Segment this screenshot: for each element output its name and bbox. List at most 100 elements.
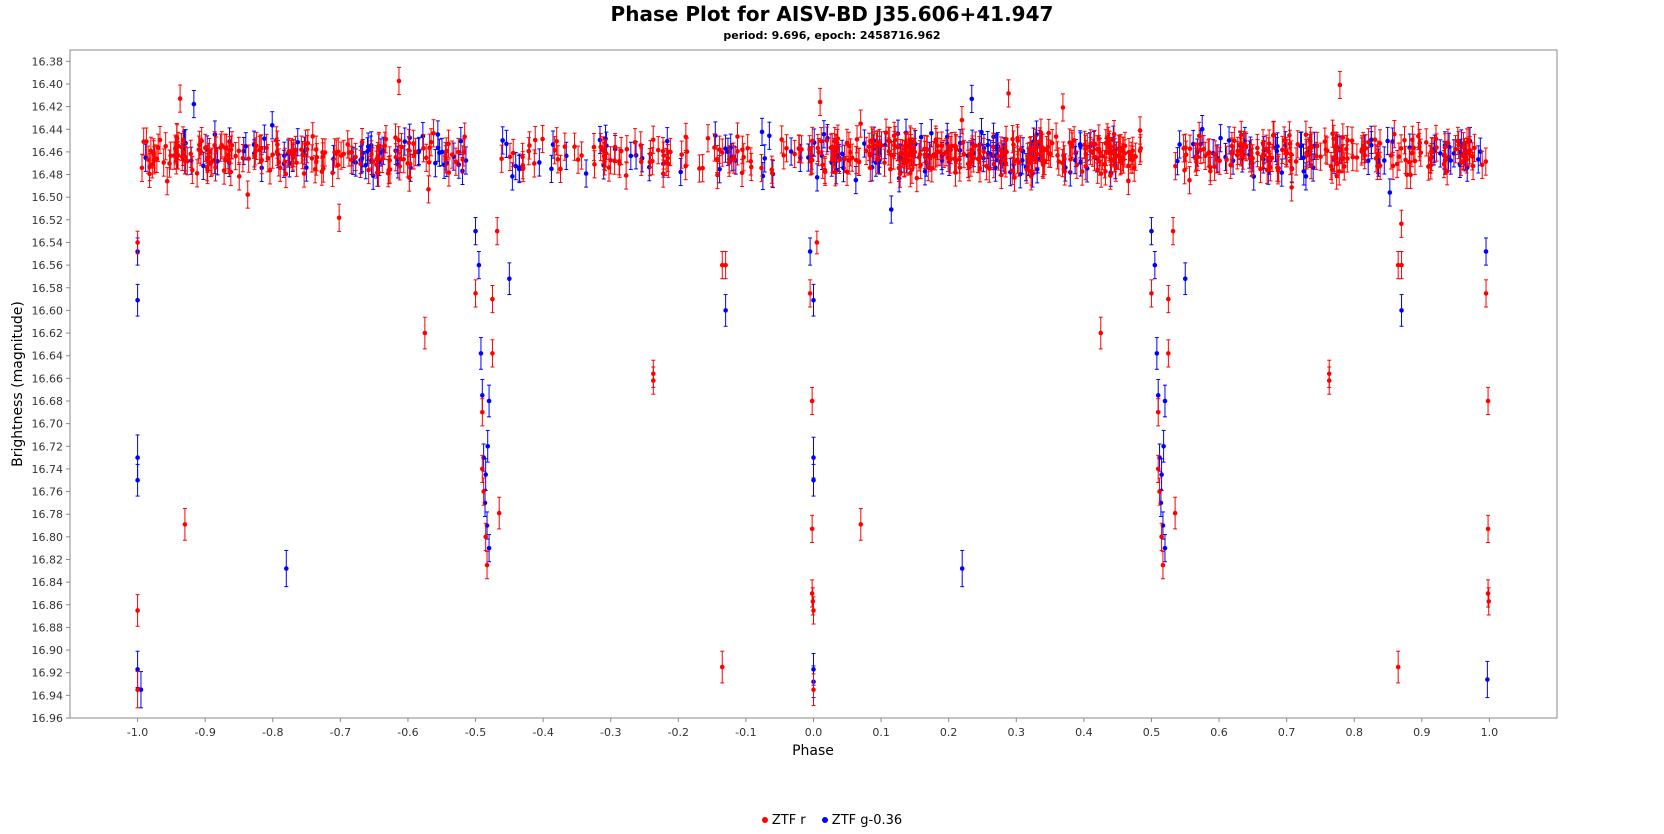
data-point [376, 143, 382, 149]
data-point [313, 147, 319, 152]
y-tick-label: 16.56 [32, 259, 64, 272]
data-point [426, 187, 431, 192]
data-point [301, 171, 307, 176]
data-point [399, 144, 404, 150]
data-point [853, 177, 859, 183]
data-point [1269, 155, 1275, 161]
data-point [1318, 154, 1323, 160]
data-point [257, 147, 262, 153]
data-point [1385, 138, 1390, 144]
data-point [164, 178, 170, 184]
data-point [1280, 147, 1285, 153]
data-point [712, 145, 717, 150]
data-point [202, 145, 208, 151]
x-tick-label: 0.2 [940, 726, 958, 739]
data-point [294, 160, 299, 166]
data-point [1381, 158, 1387, 163]
data-point [374, 162, 379, 167]
data-point [1448, 158, 1454, 163]
data-point [848, 150, 853, 155]
data-point [1229, 151, 1235, 156]
data-point [1016, 160, 1022, 165]
data-point [1334, 173, 1339, 178]
data-point [606, 165, 612, 170]
data-point [723, 308, 728, 313]
data-point [168, 153, 173, 158]
data-point [1308, 143, 1314, 149]
data-point [1423, 140, 1429, 145]
data-point [816, 149, 821, 155]
data-point [1345, 156, 1350, 161]
data-point [449, 152, 455, 157]
data-point [837, 157, 842, 163]
data-point [1162, 545, 1168, 551]
data-point [961, 151, 967, 157]
data-point [513, 163, 519, 169]
data-point [1006, 91, 1011, 96]
data-point [1485, 398, 1491, 404]
data-point [632, 139, 638, 145]
data-point [1418, 150, 1424, 155]
data-point [1010, 136, 1015, 142]
data-point [1332, 155, 1337, 160]
y-tick-label: 16.80 [32, 531, 64, 544]
data-point [1455, 138, 1461, 144]
data-point [507, 276, 512, 282]
data-point [460, 157, 465, 162]
y-tick-label: 16.94 [32, 689, 64, 702]
data-point [537, 160, 542, 165]
y-tick-label: 16.50 [32, 191, 64, 204]
data-point [1094, 147, 1100, 152]
data-point [602, 154, 608, 160]
data-point [1336, 169, 1342, 174]
y-tick-label: 16.96 [32, 712, 64, 725]
data-point [1390, 163, 1396, 169]
data-point [552, 147, 557, 153]
data-point [433, 160, 438, 166]
data-point [911, 140, 917, 145]
x-tick-label: -0.6 [397, 726, 418, 739]
data-point [1102, 161, 1107, 167]
data-point [1453, 146, 1458, 152]
data-point [1293, 159, 1299, 164]
data-point [413, 149, 418, 155]
legend-marker-blue [821, 817, 828, 823]
data-point [814, 240, 820, 245]
x-tick-label: 0.5 [1143, 726, 1161, 739]
data-point [229, 142, 235, 148]
data-point [981, 149, 987, 155]
data-point [207, 149, 212, 155]
data-point [1077, 142, 1083, 147]
data-point [1011, 142, 1016, 147]
data-point [446, 170, 452, 175]
data-point [264, 145, 269, 151]
data-point [1470, 163, 1476, 169]
data-point [1408, 172, 1413, 178]
data-point [148, 148, 154, 154]
data-point [979, 129, 984, 135]
y-tick-label: 16.62 [32, 327, 64, 340]
data-point [558, 166, 563, 172]
data-point [275, 142, 280, 147]
data-point [583, 171, 589, 176]
data-point [978, 154, 983, 160]
data-point [1159, 472, 1164, 477]
data-point [1388, 153, 1394, 158]
data-point [1009, 168, 1015, 174]
data-point [931, 152, 936, 158]
data-point [705, 135, 711, 141]
data-point [1395, 262, 1401, 268]
data-point [1113, 165, 1119, 170]
data-point [957, 157, 962, 162]
data-point [1149, 291, 1154, 296]
data-point [723, 262, 728, 268]
data-point [1118, 145, 1123, 151]
data-point [598, 144, 603, 150]
data-point [1130, 148, 1136, 154]
legend-item-ztf-r: ZTF r [761, 813, 806, 828]
data-point [1149, 228, 1154, 234]
data-point [1260, 141, 1266, 146]
x-tick-label: -0.2 [668, 726, 689, 739]
data-point [1190, 141, 1196, 147]
data-point [1340, 135, 1346, 140]
